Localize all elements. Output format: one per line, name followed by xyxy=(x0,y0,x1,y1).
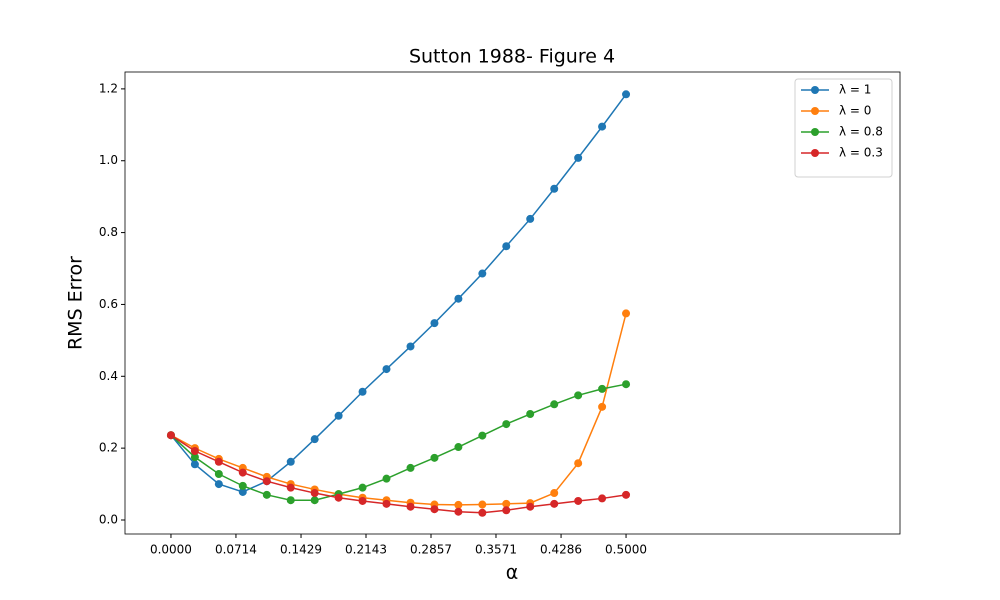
data-point xyxy=(214,470,223,479)
legend-marker xyxy=(811,128,819,136)
data-point xyxy=(286,496,295,505)
x-tick-label: 0.2857 xyxy=(410,543,452,557)
x-axis-label: α xyxy=(506,562,519,584)
data-point xyxy=(406,502,415,511)
x-tick-label: 0.5000 xyxy=(605,543,647,557)
x-tick-label: 0.1429 xyxy=(280,543,322,557)
data-point xyxy=(550,184,559,193)
chart-title: Sutton 1988- Figure 4 xyxy=(409,46,615,68)
data-point xyxy=(574,391,583,400)
data-point xyxy=(598,122,607,131)
data-point xyxy=(502,420,511,429)
data-point xyxy=(286,457,295,466)
y-tick-label: 1.0 xyxy=(99,153,118,167)
data-point xyxy=(574,153,583,162)
y-tick-label: 0.0 xyxy=(99,512,118,526)
data-point xyxy=(622,309,631,318)
y-tick-label: 1.2 xyxy=(99,81,118,95)
legend-marker xyxy=(811,86,819,94)
data-point xyxy=(598,494,607,503)
data-point xyxy=(166,431,175,440)
data-point xyxy=(526,410,535,419)
x-tick-label: 0.0000 xyxy=(150,543,192,557)
data-point xyxy=(190,460,199,469)
legend-marker xyxy=(811,149,819,157)
data-point xyxy=(598,384,607,393)
data-point xyxy=(190,453,199,462)
data-point xyxy=(526,502,535,511)
data-point xyxy=(262,490,271,499)
data-point xyxy=(478,500,487,509)
data-point xyxy=(382,499,391,508)
data-point xyxy=(454,500,463,509)
data-point xyxy=(550,499,559,508)
data-point xyxy=(550,400,559,409)
series-line xyxy=(170,434,627,514)
data-point xyxy=(358,496,367,505)
series-line xyxy=(170,383,627,501)
data-point xyxy=(430,453,439,462)
data-point xyxy=(502,242,511,251)
data-point xyxy=(286,483,295,492)
data-point xyxy=(454,294,463,303)
y-tick-label: 0.4 xyxy=(99,369,118,383)
series-line xyxy=(170,93,627,493)
x-tick-label: 0.2143 xyxy=(345,543,387,557)
data-point xyxy=(238,487,247,496)
legend-label: λ = 1 xyxy=(839,83,871,97)
data-point xyxy=(310,435,319,444)
series-line xyxy=(170,313,627,506)
y-tick-label: 0.2 xyxy=(99,441,118,455)
data-point xyxy=(550,489,559,498)
data-point xyxy=(478,508,487,517)
data-point xyxy=(454,507,463,516)
plot-frame xyxy=(124,71,901,535)
data-point xyxy=(478,269,487,278)
data-point xyxy=(382,474,391,483)
data-point xyxy=(598,402,607,411)
data-point xyxy=(406,463,415,472)
y-tick-label: 0.6 xyxy=(99,297,118,311)
x-tick-label: 0.3571 xyxy=(475,543,517,557)
data-point xyxy=(502,499,511,508)
x-tick-label: 0.0714 xyxy=(215,543,257,557)
data-point xyxy=(358,483,367,492)
data-point xyxy=(310,496,319,505)
data-point xyxy=(406,342,415,351)
legend-label: λ = 0 xyxy=(839,104,871,118)
data-point xyxy=(574,496,583,505)
data-point xyxy=(382,365,391,374)
y-axis-label: RMS Error xyxy=(65,256,87,350)
data-point xyxy=(622,380,631,389)
legend-label: λ = 0.8 xyxy=(839,125,883,139)
data-point xyxy=(478,431,487,440)
legend-marker xyxy=(811,107,819,115)
legend-label: λ = 0.3 xyxy=(839,146,883,160)
data-point xyxy=(310,489,319,498)
data-point xyxy=(454,443,463,452)
data-point xyxy=(622,90,631,99)
data-point xyxy=(502,506,511,515)
data-point xyxy=(190,447,199,456)
data-point xyxy=(574,459,583,468)
data-point xyxy=(214,457,223,466)
data-point xyxy=(262,477,271,486)
data-point xyxy=(238,468,247,477)
y-tick-label: 0.8 xyxy=(99,225,118,239)
data-point xyxy=(214,480,223,489)
data-point xyxy=(238,481,247,490)
data-point xyxy=(430,319,439,328)
data-point xyxy=(358,387,367,396)
data-point xyxy=(526,214,535,223)
data-point xyxy=(334,493,343,502)
data-point xyxy=(430,505,439,514)
data-point xyxy=(622,490,631,499)
x-tick-label: 0.4286 xyxy=(540,543,582,557)
data-point xyxy=(334,411,343,420)
